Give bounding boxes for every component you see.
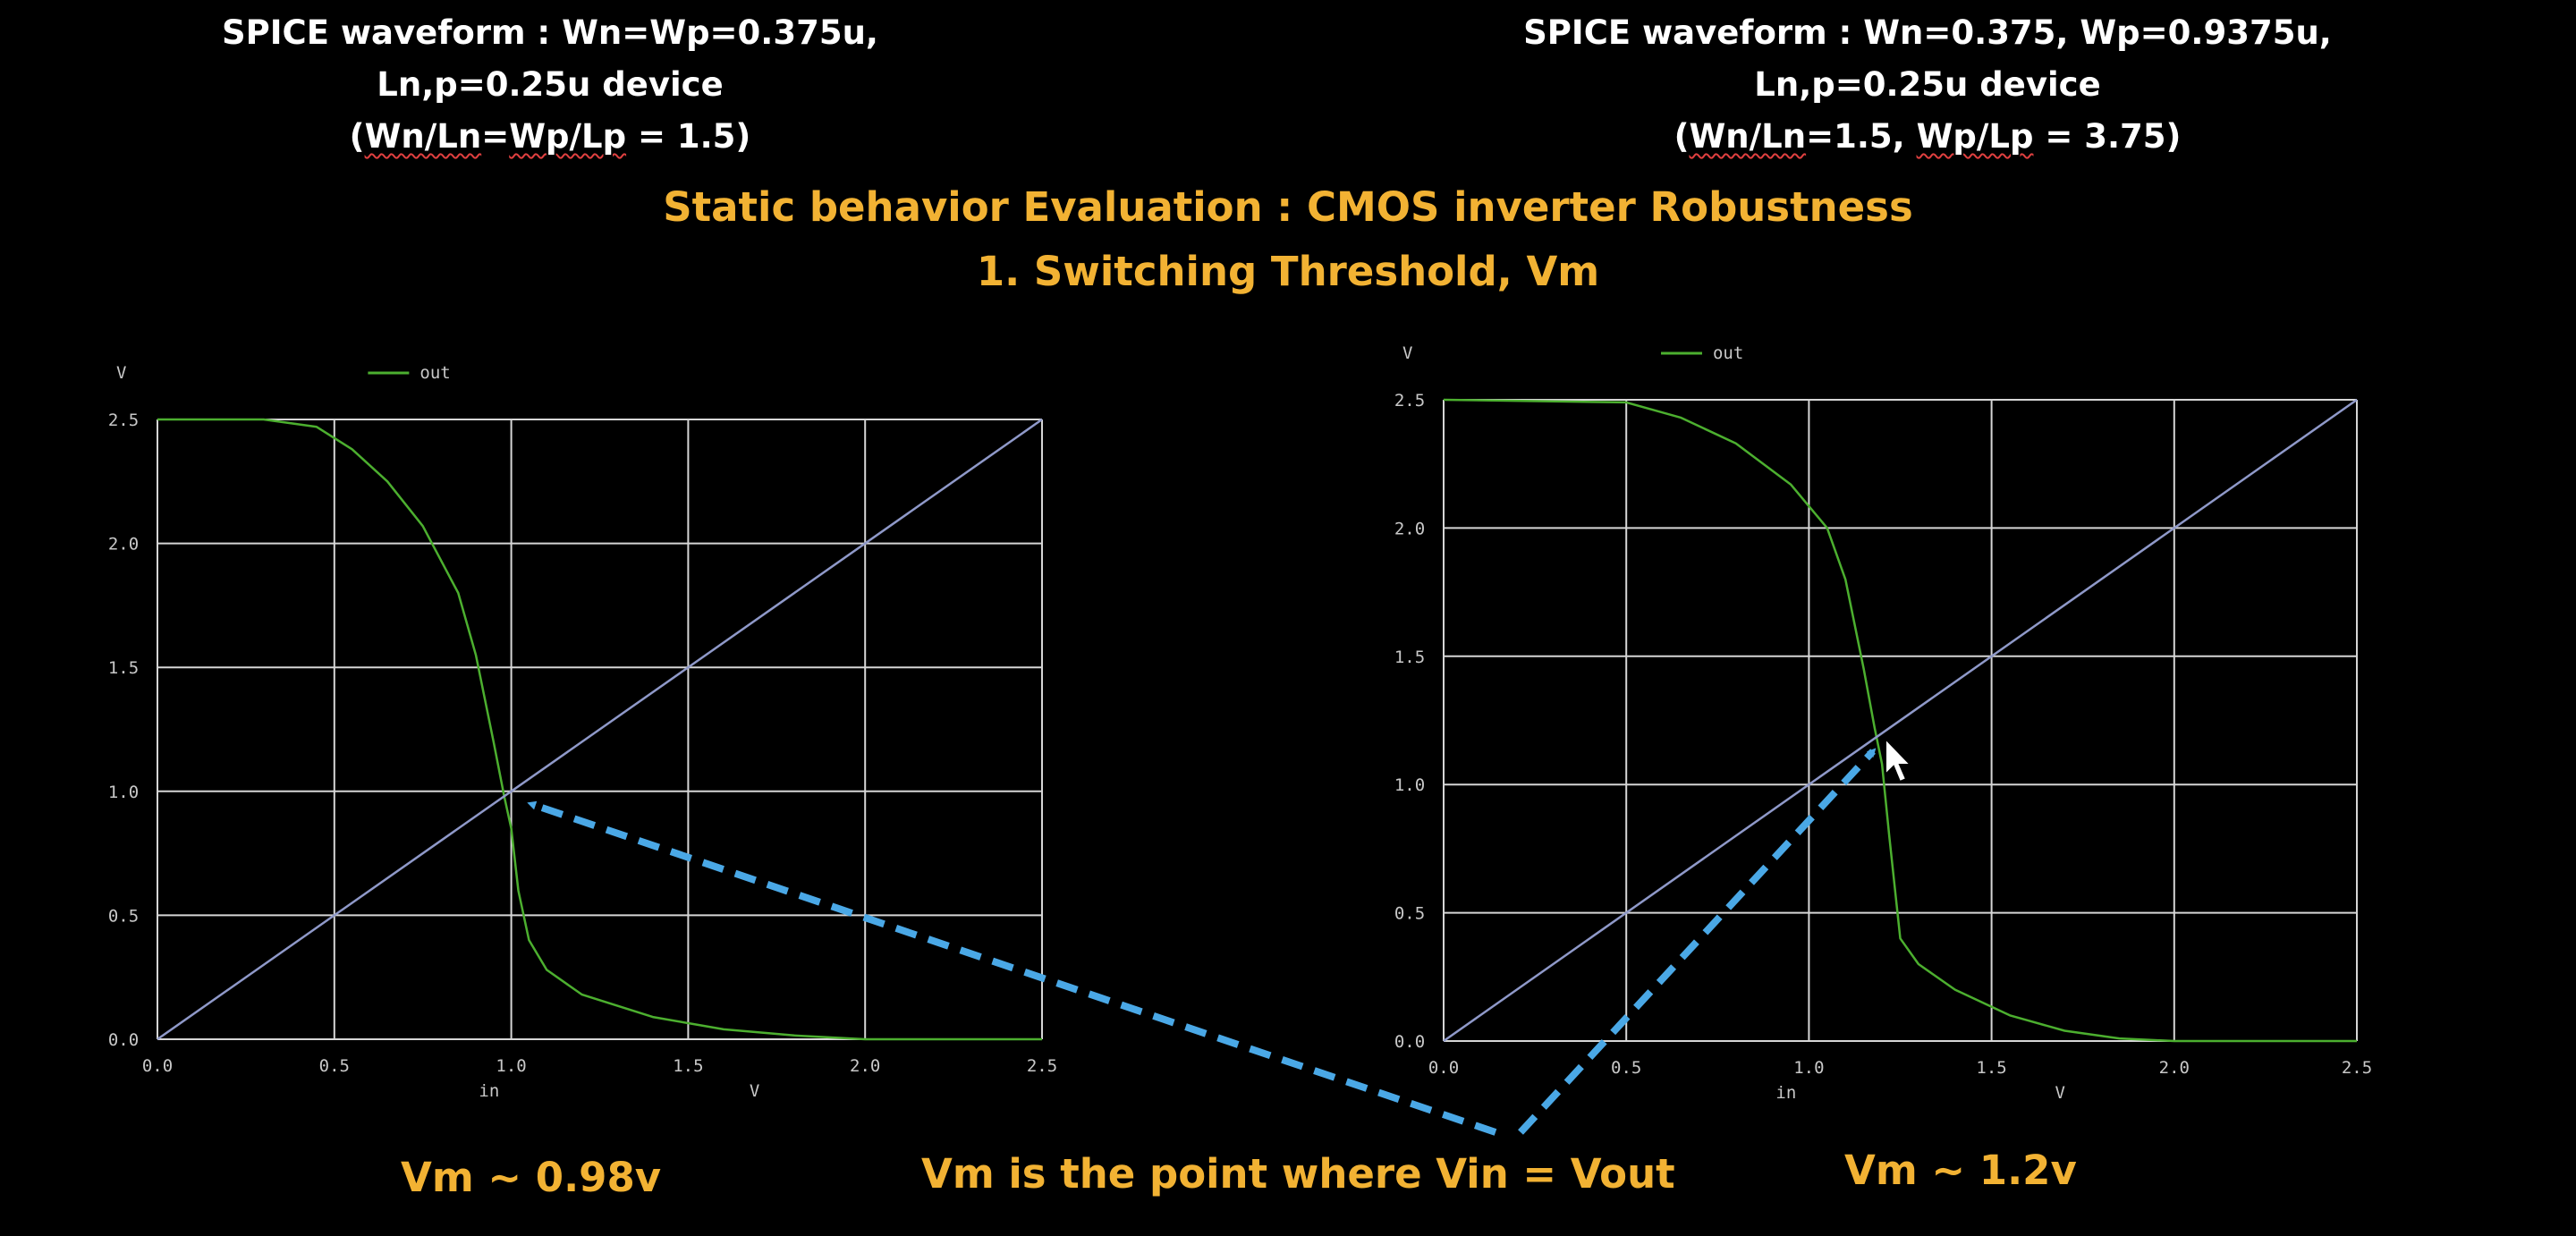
arrow-to-left-vm — [527, 800, 1497, 1136]
series-vin-equals-vout-line — [157, 418, 1043, 1041]
mouse-cursor-icon — [1885, 736, 1913, 783]
heading-line1: Static behavior Evaluation : CMOS invert… — [663, 183, 1913, 231]
y-tick-label: 2.5 — [1394, 391, 1425, 411]
x-tick-label: 0.0 — [1428, 1058, 1459, 1078]
y-tick-label: 0.5 — [1394, 904, 1425, 924]
left-caption-line3: (Wn/Ln=Wp/Lp = 1.5) — [349, 117, 751, 156]
x-tick-label: 2.0 — [2159, 1058, 2190, 1078]
x-axis-label: in — [1775, 1083, 1796, 1103]
x-tick-label: 1.0 — [496, 1056, 526, 1076]
y-tick-label: 1.0 — [108, 783, 139, 802]
annotation-arrows — [527, 748, 1877, 1136]
right-caption-line2: Ln,p=0.25u device — [1754, 65, 2101, 104]
ratio-wn-ln: Wn/Ln — [364, 117, 482, 156]
ratio-wn-ln: Wn/Ln — [1689, 117, 1807, 156]
x-tick-label: 2.5 — [1027, 1056, 1057, 1076]
left-chart-caption: SPICE waveform : Wn=Wp=0.375u, Ln,p=0.25… — [222, 7, 878, 163]
x-tick-label: 2.5 — [2342, 1058, 2372, 1078]
y-tick-label: 2.0 — [108, 535, 139, 555]
x-tick-label: 2.0 — [850, 1056, 880, 1076]
y-tick-label: 0.0 — [1394, 1032, 1425, 1052]
right-chart-caption: SPICE waveform : Wn=0.375, Wp=0.9375u, L… — [1523, 7, 2332, 163]
x-tick-label: 0.5 — [319, 1056, 350, 1076]
arrow-to-right-vm — [1518, 748, 1877, 1135]
y-axis-label: V — [116, 363, 126, 383]
right-caption-line1: SPICE waveform : Wn=0.375, Wp=0.9375u, — [1523, 13, 2332, 52]
page-heading: Static behavior Evaluation : CMOS invert… — [0, 175, 2576, 304]
ratio-wp-lp: Wp/Lp — [1916, 117, 2034, 156]
x-axis-unit: V — [750, 1081, 759, 1101]
right-vm-label: Vm ~ 1.2v — [1844, 1147, 2077, 1194]
left-caption-line1: SPICE waveform : Wn=Wp=0.375u, — [222, 13, 878, 52]
x-tick-label: 0.0 — [142, 1056, 173, 1076]
left-vm-label: Vm ~ 0.98v — [401, 1154, 662, 1201]
vm-definition-label: Vm is the point where Vin = Vout — [921, 1150, 1675, 1198]
y-tick-label: 1.5 — [1394, 648, 1425, 667]
left-caption-line2: Ln,p=0.25u device — [377, 65, 724, 104]
y-axis-label: V — [1402, 343, 1412, 363]
x-tick-label: 0.5 — [1611, 1058, 1641, 1078]
y-tick-label: 0.0 — [108, 1030, 139, 1050]
y-tick-label: 1.5 — [108, 658, 139, 678]
x-tick-label: 1.0 — [1793, 1058, 1824, 1078]
legend-entry-out: out — [419, 363, 450, 383]
x-axis-label: in — [479, 1081, 499, 1101]
y-tick-label: 0.5 — [108, 906, 139, 926]
ratio-wp-lp: Wp/Lp — [509, 117, 627, 156]
x-axis-unit: V — [2055, 1083, 2064, 1103]
left-vtc-chart: 0.0 0.5 1.0 1.5 2.0 2.5 0.0 0.5 1.0 1.5 2.0 2.5 Vin V… — [108, 363, 1057, 1101]
legend-entry-out: out — [1713, 343, 1743, 363]
series-out-line — [157, 418, 1042, 1041]
y-tick-label: 2.0 — [1394, 519, 1425, 538]
series-out-line — [1443, 398, 2357, 1043]
right-caption-line3: (Wn/Ln=1.5, Wp/Lp = 3.75) — [1674, 117, 2182, 156]
x-tick-label: 1.5 — [673, 1056, 703, 1076]
cursor-arrow-shape — [1885, 736, 1913, 783]
right-vtc-chart: 0.0 0.5 1.0 1.5 2.0 2.5 0.0 0.5 1.0 1.5 2.0 2.5 Vin V… — [1394, 343, 2372, 1103]
x-tick-label: 1.5 — [1976, 1058, 2006, 1078]
series-vin-equals-vout-line — [1443, 398, 2358, 1043]
heading-line2: 1. Switching Threshold, Vm — [976, 248, 1600, 295]
y-tick-label: 1.0 — [1394, 775, 1425, 795]
y-tick-label: 2.5 — [108, 411, 139, 430]
